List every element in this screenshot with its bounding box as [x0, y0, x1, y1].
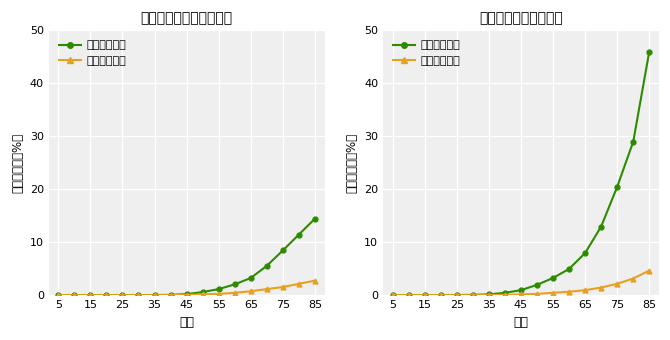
X-axis label: 年齢: 年齢: [513, 316, 529, 329]
Title: 病的バリアント非保持者: 病的バリアント非保持者: [141, 11, 232, 25]
Y-axis label: 累積リスク（%）: 累積リスク（%）: [346, 133, 358, 193]
X-axis label: 年齢: 年齢: [179, 316, 194, 329]
Legend: ピロリ菌陽性, ピロリ菌陰性: ピロリ菌陽性, ピロリ菌陰性: [54, 36, 131, 70]
Y-axis label: 累積リスク（%）: 累積リスク（%）: [11, 133, 24, 193]
Legend: ピロリ菌陽性, ピロリ菌陰性: ピロリ菌陽性, ピロリ菌陰性: [389, 36, 465, 70]
Title: 病的バリアント保持者: 病的バリアント保持者: [479, 11, 563, 25]
